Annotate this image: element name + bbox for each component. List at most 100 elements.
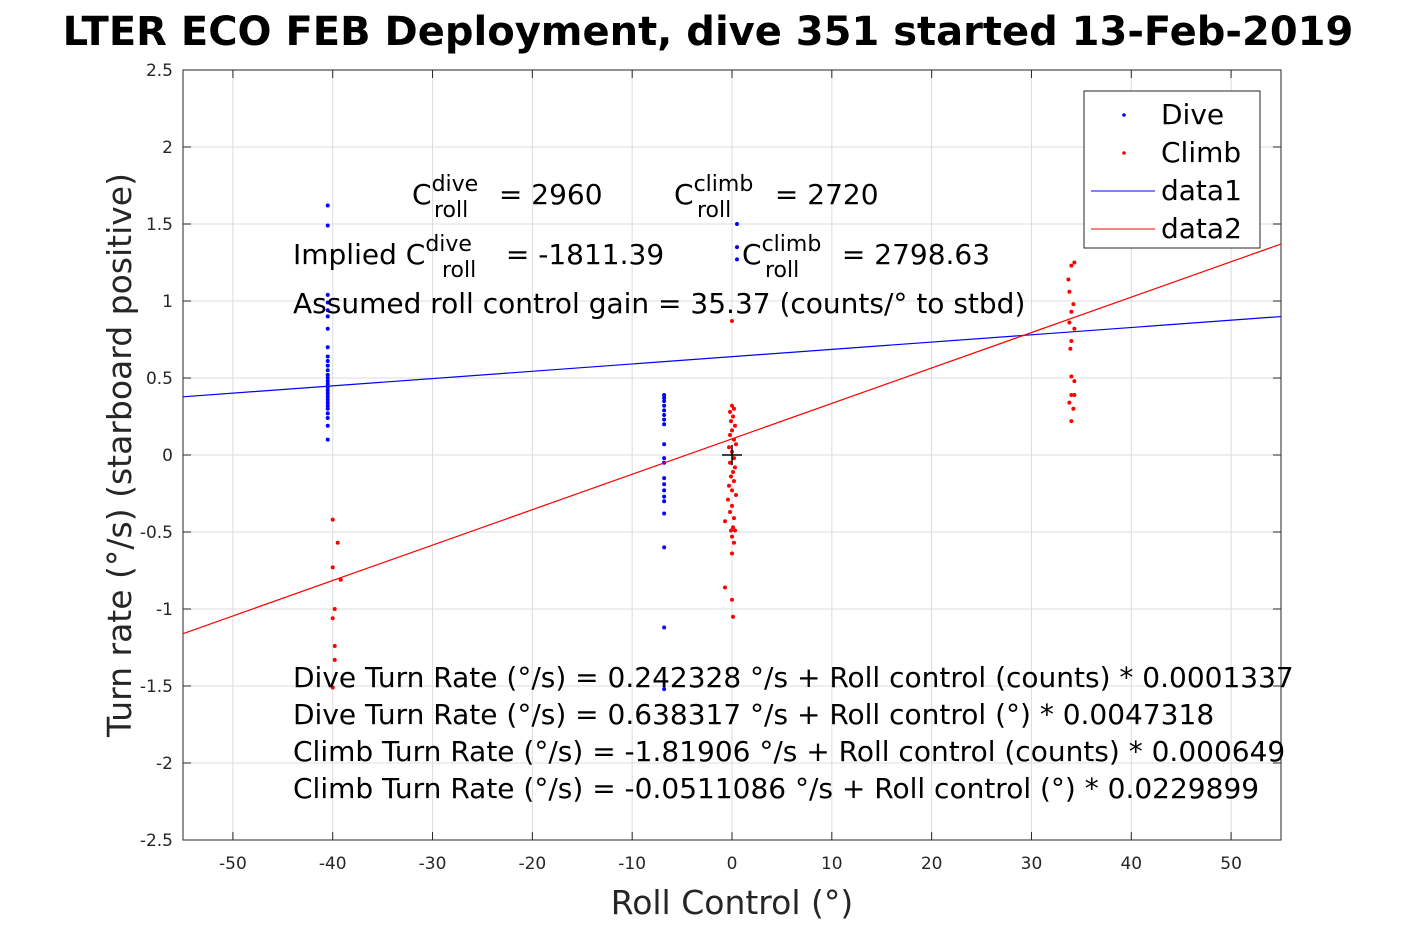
y-tick-label: 1 (162, 292, 173, 312)
series (182, 203, 1282, 692)
climb-point (733, 493, 738, 498)
dive-point (662, 687, 667, 692)
climb-point (1069, 339, 1074, 344)
dive-point (325, 345, 330, 350)
annotations: Cdive roll = 2960 Cclimb roll = 2720 Impli… (293, 172, 1294, 805)
annotation-c-climb: Cclimb roll = 2720 (674, 172, 879, 223)
climb-point (730, 414, 735, 419)
climb-point (1069, 419, 1074, 424)
dive-point (325, 397, 330, 402)
climb-point (731, 456, 736, 461)
dive-point (325, 368, 330, 373)
dive-point (734, 245, 739, 250)
x-tick-label: 10 (821, 854, 843, 874)
x-tick-label: -30 (419, 854, 447, 874)
climb-point (330, 616, 335, 621)
climb-point (332, 643, 337, 648)
climb-point (1072, 392, 1077, 397)
y-tick-label: -2 (156, 754, 173, 774)
climb-point (730, 614, 735, 619)
chart-title: LTER ECO FEB Deployment, dive 351 starte… (63, 9, 1354, 55)
dive-point (734, 222, 739, 226)
climb-point (335, 540, 340, 545)
climb-point (330, 517, 335, 522)
climb-point (1072, 326, 1077, 331)
dive-point (325, 203, 330, 208)
dive-point (662, 476, 667, 481)
dive-point (662, 511, 667, 516)
x-tick-label: 30 (1021, 854, 1043, 874)
legend-label-climb: Climb (1161, 136, 1241, 169)
climb-point (338, 577, 343, 582)
data2-fit-line (182, 243, 1282, 635)
dive-point (325, 394, 330, 399)
climb-point (730, 551, 734, 556)
x-tick-label: -50 (219, 854, 247, 874)
dive-point (325, 376, 330, 380)
dive-point (662, 403, 667, 408)
climb-point (1072, 379, 1077, 384)
y-tick-label: -1 (156, 600, 173, 620)
dive-point (662, 456, 667, 461)
climb-point (730, 403, 734, 408)
climb-point (1071, 302, 1076, 307)
climb-point (728, 509, 733, 514)
dive-point (662, 482, 667, 487)
dive-point (662, 488, 667, 493)
climb-point (332, 607, 337, 611)
ticks: -50 -40 -30 -20 -10 0 10 20 30 40 50 2.5 2 1.5 1 0.5 0 -0… (140, 61, 1281, 874)
climb-point (730, 488, 734, 493)
climb-point (1067, 289, 1072, 294)
y-tick-label: 2.5 (146, 61, 173, 81)
climb-point (1066, 277, 1071, 282)
y-tick-label: 0.5 (146, 369, 173, 389)
dive-point (662, 392, 667, 397)
dive-point (325, 308, 330, 313)
x-tick-label: 50 (1220, 854, 1242, 874)
climb-point (1072, 260, 1077, 265)
climb-point (1071, 406, 1076, 411)
dive-point (325, 223, 330, 228)
climb-point (731, 540, 736, 545)
legend-label-data2: data2 (1161, 212, 1242, 245)
dive-point (662, 396, 667, 401)
climb-point (731, 406, 736, 411)
climb-point (1067, 320, 1072, 325)
dive-point (662, 545, 667, 550)
annotation-gain: Assumed roll control gain = 35.37 (count… (293, 287, 1025, 320)
dive-point (662, 499, 667, 504)
dive-point (325, 403, 330, 408)
annotation-eq4: Climb Turn Rate (°/s) = -0.0511086 °/s +… (293, 772, 1259, 805)
dive-point (325, 354, 330, 359)
climb-point (1068, 346, 1073, 351)
climb-point (723, 585, 728, 590)
y-tick-label: -1.5 (140, 677, 173, 697)
climb-point (731, 516, 736, 521)
legend-marker-dive (1122, 113, 1126, 117)
climb-point (730, 534, 734, 539)
x-tick-label: -40 (319, 854, 347, 874)
climb-point (1069, 374, 1074, 379)
climb-point (1069, 309, 1074, 314)
dive-point (325, 372, 330, 377)
climb-point (730, 525, 735, 530)
dive-point (325, 314, 330, 319)
dive-point (662, 408, 667, 413)
climb-point (1067, 400, 1072, 405)
dive-point (325, 391, 330, 396)
annotation-eq2: Dive Turn Rate (°/s) = 0.638317 °/s + Ro… (293, 698, 1214, 731)
legend-label-data1: data1 (1161, 174, 1242, 207)
climb-point (730, 319, 734, 324)
annotation-implied-dive: Implied Cdive roll = -1811.39 (293, 232, 664, 283)
climb-point (1069, 392, 1074, 397)
climb-point (732, 423, 737, 428)
dive-point (325, 363, 330, 368)
dive-point (325, 300, 330, 305)
y-axis-label: Turn rate (°/s) (starboard positive) (100, 173, 139, 738)
climb-point (730, 597, 734, 602)
y-tick-label: -2.5 (140, 831, 173, 851)
y-tick-label: 2 (162, 138, 173, 158)
y-tick-label: -0.5 (140, 523, 173, 543)
x-tick-label: -20 (518, 854, 546, 874)
